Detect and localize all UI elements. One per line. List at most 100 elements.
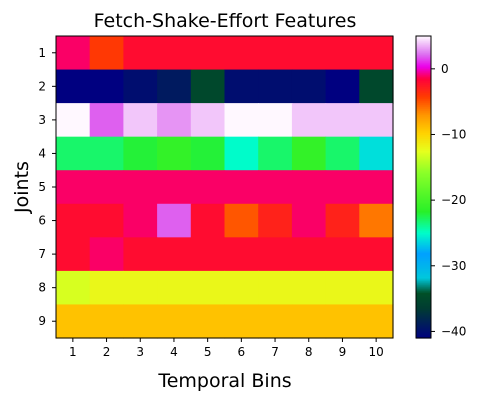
heatmap-cells xyxy=(56,36,394,339)
y-tick-label: 5 xyxy=(38,180,46,194)
colorbar-segment xyxy=(416,246,431,249)
colorbar-segment xyxy=(416,252,431,255)
heatmap-cell xyxy=(157,36,192,71)
colorbar-segment xyxy=(416,234,431,237)
heatmap-cell xyxy=(291,270,327,306)
heatmap-cell xyxy=(190,103,226,138)
heatmap-cell xyxy=(56,170,91,205)
heatmap-cell xyxy=(258,103,293,138)
colorbar-segment xyxy=(416,232,431,235)
heatmap-cell xyxy=(56,103,91,138)
colorbar-segment xyxy=(416,216,431,219)
colorbar-segment xyxy=(416,210,431,213)
colorbar-segment xyxy=(416,108,431,111)
heatmap-cell xyxy=(291,304,327,339)
colorbar-segment xyxy=(416,182,431,185)
heatmap-cell xyxy=(291,69,327,104)
colorbar-segment xyxy=(416,98,431,101)
colorbar-segment xyxy=(416,332,431,335)
y-tick-label: 1 xyxy=(38,46,46,60)
colorbar-segment xyxy=(416,324,431,327)
heatmap-cell xyxy=(325,304,360,339)
heatmap-cell xyxy=(224,36,259,71)
heatmap-cell xyxy=(224,237,259,272)
colorbar-segment xyxy=(416,316,431,319)
colorbar-segment xyxy=(416,202,431,205)
heatmap-cell xyxy=(190,36,226,71)
heatmap-cell xyxy=(123,304,158,339)
colorbar-segment xyxy=(416,88,431,91)
colorbar-segment xyxy=(416,120,431,123)
heatmap-cell xyxy=(123,103,158,138)
colorbar-segment xyxy=(416,132,431,135)
colorbar-segment xyxy=(416,172,431,175)
colorbar-segment xyxy=(416,64,431,67)
heatmap-cell xyxy=(190,136,226,171)
x-tick-label: 9 xyxy=(339,345,347,359)
colorbar-segment xyxy=(416,100,431,103)
heatmap-cell xyxy=(291,170,327,205)
colorbar-segment xyxy=(416,90,431,93)
colorbar-segment xyxy=(416,194,431,197)
colorbar-segment xyxy=(416,272,431,275)
x-axis-ticks: 1 2 3 4 5 6 7 8 9 10 xyxy=(69,338,384,359)
colorbar-segment xyxy=(416,56,431,59)
colorbar-segment xyxy=(416,76,431,79)
colorbar-segment xyxy=(416,228,431,231)
colorbar-segment xyxy=(416,244,431,247)
heatmap-cell xyxy=(258,304,293,339)
colorbar-segment xyxy=(416,42,431,45)
y-tick-label: 4 xyxy=(38,146,46,160)
colorbar-segment xyxy=(416,124,431,127)
colorbar-segment xyxy=(416,286,431,289)
colorbar-segment xyxy=(416,130,431,133)
colorbar-segment xyxy=(416,192,431,195)
heatmap-cell xyxy=(157,237,192,272)
colorbar-segment xyxy=(416,314,431,317)
colorbar-segment xyxy=(416,154,431,157)
heatmap-cell xyxy=(56,270,91,306)
colorbar-segment xyxy=(416,304,431,307)
heatmap-cell xyxy=(325,36,360,71)
colorbar-segment xyxy=(416,92,431,95)
heatmap-cell xyxy=(224,270,259,306)
colorbar-segment xyxy=(416,300,431,303)
colorbar-segment xyxy=(416,306,431,309)
colorbar-segment xyxy=(416,94,431,97)
colorbar-segment xyxy=(416,256,431,259)
colorbar-segment xyxy=(416,146,431,149)
colorbar-segment xyxy=(416,220,431,223)
colorbar-segment xyxy=(416,176,431,179)
colorbar-segment xyxy=(416,46,431,49)
colorbar-segment xyxy=(416,158,431,161)
colorbar-segment xyxy=(416,96,431,99)
colorbar-segment xyxy=(416,254,431,257)
colorbar-segment xyxy=(416,136,431,139)
colorbar-segment xyxy=(416,204,431,207)
colorbar-segment xyxy=(416,290,431,293)
colorbar-segment xyxy=(416,282,431,285)
heatmap-cell xyxy=(359,170,394,205)
heatmap-cell xyxy=(56,237,91,272)
colorbar-segment xyxy=(416,278,431,281)
colorbar-segment xyxy=(416,270,431,273)
colorbar-segment xyxy=(416,198,431,201)
heatmap-cell xyxy=(359,270,394,306)
heatmap-cell xyxy=(89,103,124,138)
heatmap-cell xyxy=(157,270,192,306)
heatmap-cell xyxy=(224,304,259,339)
colorbar-segment xyxy=(416,114,431,117)
colorbar-segment xyxy=(416,68,431,71)
heatmap-cell xyxy=(258,136,293,171)
colorbar-segment xyxy=(416,280,431,283)
heatmap-cell xyxy=(224,69,259,104)
colorbar-segment xyxy=(416,208,431,211)
colorbar-segment xyxy=(416,86,431,89)
colorbar-segment xyxy=(416,66,431,69)
colorbar-segment xyxy=(416,104,431,107)
heatmap-cell xyxy=(89,304,124,339)
heatmap-cell xyxy=(224,103,259,138)
colorbar-segment xyxy=(416,128,431,131)
colorbar-segment xyxy=(416,242,431,245)
heatmap-cell xyxy=(359,103,394,138)
